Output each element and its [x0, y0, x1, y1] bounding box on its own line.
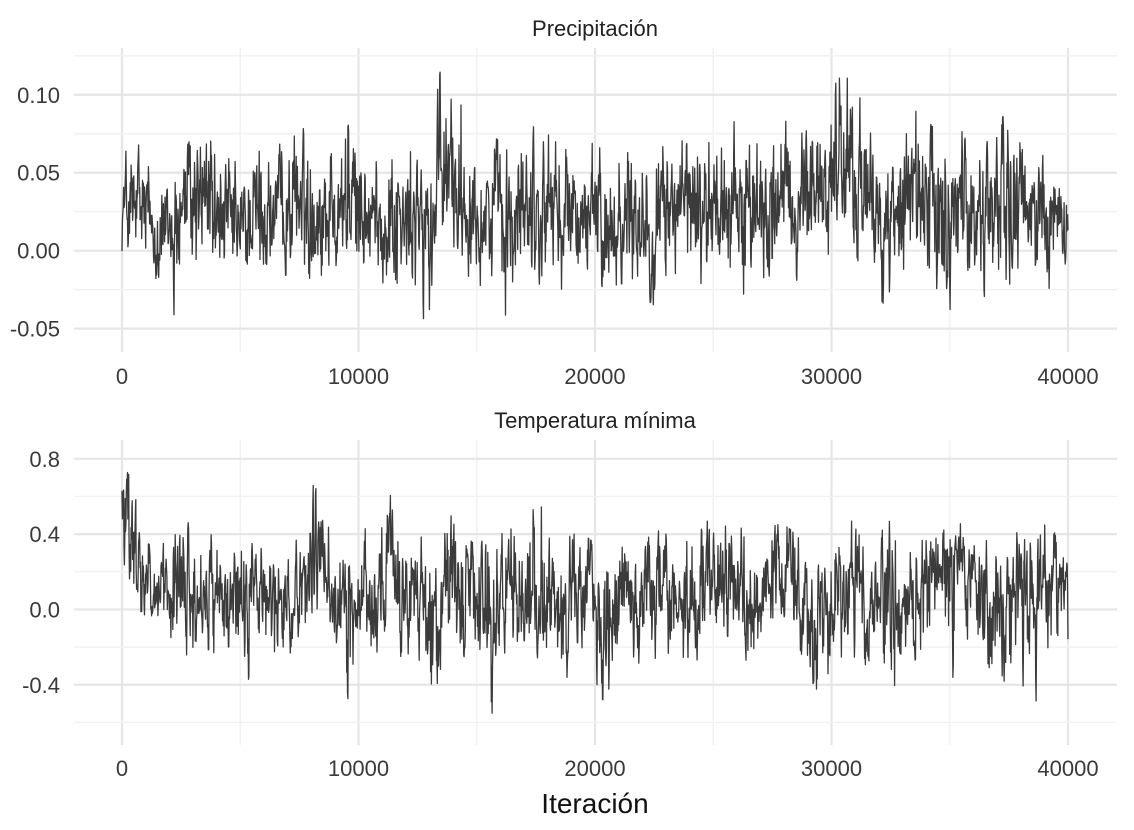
y-axis-ticks: -0.05 0.00 0.05 0.10	[10, 83, 60, 342]
trace	[121, 71, 1069, 320]
x-tick-label: 40000	[1037, 756, 1098, 781]
y-tick-label: 0.05	[17, 161, 60, 186]
y-tick-label: 0.4	[29, 522, 60, 547]
y-tick-label: -0.05	[10, 317, 60, 342]
panel-temperatura-minima: Temperatura mínima -0.4 0.0 0.4 0.8 0 10000 2…	[22, 408, 1117, 781]
x-tick-label: 10000	[328, 756, 389, 781]
x-tick-label: 20000	[564, 756, 625, 781]
y-tick-label: 0.00	[17, 239, 60, 264]
x-tick-label: 30000	[801, 364, 862, 389]
x-axis-ticks: 0 10000 20000 30000 40000	[116, 364, 1099, 389]
x-tick-label: 0	[116, 756, 128, 781]
y-tick-label: 0.10	[17, 83, 60, 108]
x-tick-label: 0	[116, 364, 128, 389]
y-tick-label: -0.4	[22, 673, 60, 698]
y-tick-label: 0.8	[29, 447, 60, 472]
x-tick-label: 20000	[564, 364, 625, 389]
panel-precipitacion: Precipitación -0.05 0.00 0.05 0.10 0 10000 20…	[10, 16, 1117, 389]
x-tick-label: 10000	[328, 364, 389, 389]
x-tick-label: 40000	[1037, 364, 1098, 389]
x-axis-ticks: 0 10000 20000 30000 40000	[116, 756, 1099, 781]
series-line	[121, 471, 1069, 714]
series-line	[121, 71, 1069, 320]
panel-title: Temperatura mínima	[494, 408, 697, 433]
trace	[121, 471, 1069, 714]
x-axis-label: Iteración	[541, 788, 648, 819]
y-axis-ticks: -0.4 0.0 0.4 0.8	[22, 447, 60, 698]
x-tick-label: 30000	[801, 756, 862, 781]
panel-title: Precipitación	[532, 16, 658, 41]
y-tick-label: 0.0	[29, 597, 60, 622]
